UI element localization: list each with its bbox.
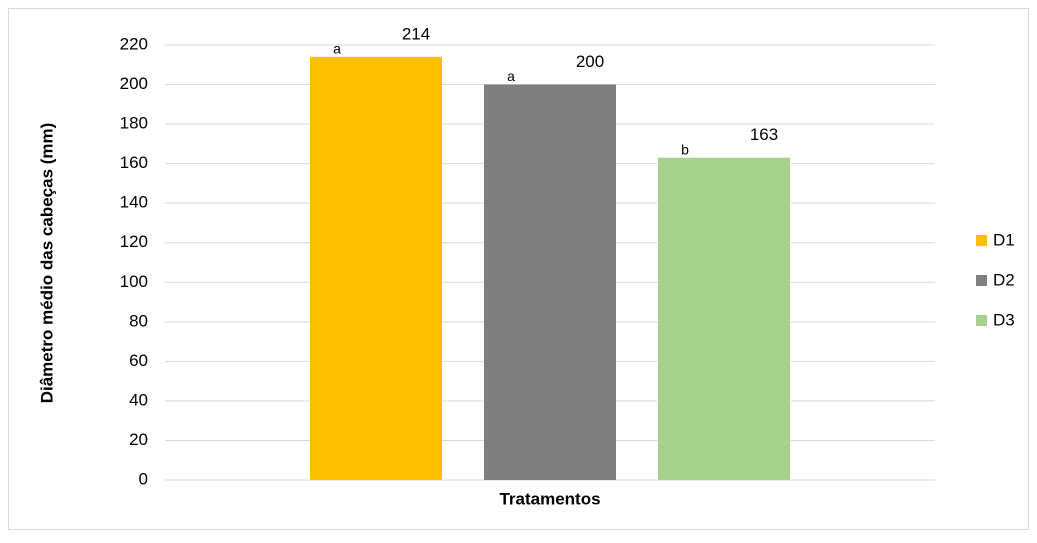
- data-label: 214: [402, 24, 430, 43]
- annotation: a: [507, 68, 515, 84]
- y-tick-label: 220: [120, 34, 148, 53]
- y-axis-label: Diâmetro médio das cabeças (mm): [37, 123, 56, 404]
- y-tick-label: 180: [120, 114, 148, 133]
- legend-swatch: [976, 315, 987, 326]
- legend-swatch: [976, 275, 987, 286]
- data-label: 163: [750, 125, 778, 144]
- legend-label: D1: [993, 230, 1015, 249]
- y-tick-label: 0: [139, 469, 148, 488]
- y-tick-label: 20: [129, 430, 148, 449]
- y-tick-label: 120: [120, 232, 148, 251]
- annotation: b: [681, 141, 689, 157]
- y-tick-label: 60: [129, 351, 148, 370]
- y-tick-label: 100: [120, 272, 148, 291]
- x-tick-label: Tratamentos: [499, 489, 600, 508]
- y-tick-label: 140: [120, 193, 148, 212]
- y-tick-label: 40: [129, 390, 148, 409]
- data-label: 200: [576, 52, 604, 71]
- legend-swatch: [976, 235, 987, 246]
- bar: [484, 84, 616, 480]
- y-tick-label: 200: [120, 74, 148, 93]
- y-tick-label: 80: [129, 311, 148, 330]
- bar: [658, 157, 790, 481]
- bar: [310, 56, 442, 480]
- legend-label: D3: [993, 310, 1015, 329]
- legend-label: D2: [993, 270, 1015, 289]
- y-tick-label: 160: [120, 153, 148, 172]
- annotation: a: [333, 41, 341, 57]
